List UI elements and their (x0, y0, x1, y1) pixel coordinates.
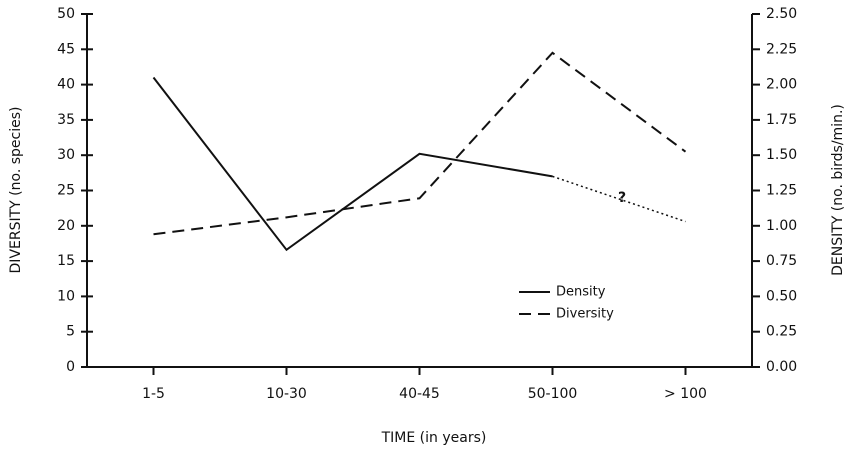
y-axis-label: DIVERSITY (no. species) (8, 107, 24, 274)
x-axis-label: TIME (in years) (381, 430, 487, 446)
legend-label: Density (556, 285, 606, 300)
y2-tick-label: 0.25 (766, 324, 797, 340)
y-tick-label: 5 (66, 324, 75, 340)
y2-tick-label: 0.00 (766, 359, 797, 375)
y-tick-label: 10 (57, 288, 75, 304)
y2-tick-label: 2.25 (766, 41, 797, 57)
y-tick-label: 15 (57, 253, 75, 269)
x-tick-label: 1-5 (142, 386, 165, 402)
y2-tick-label: 1.75 (766, 112, 797, 128)
x-tick-label: 10-30 (266, 386, 307, 402)
y2-tick-label: 0.75 (766, 253, 797, 269)
x-tick-label: > 100 (664, 386, 707, 402)
y-tick-label: 45 (57, 41, 75, 57)
y-tick-label: 25 (57, 183, 75, 199)
y-tick-label: 0 (66, 359, 75, 375)
y2-tick-label: 2.50 (766, 6, 797, 22)
line-0 (152, 76, 553, 252)
y2-tick-label: 2.00 (766, 77, 797, 93)
y-tick-label: 30 (57, 147, 75, 163)
x-tick-label: 50-100 (528, 386, 578, 402)
y2-tick-label: 0.50 (766, 288, 797, 304)
y-tick-label: 35 (57, 112, 75, 128)
y2-tick-label: 1.50 (766, 147, 797, 163)
y-tick-label: 40 (57, 77, 75, 93)
y2-tick-label: 1.00 (766, 218, 797, 234)
x-tick-label: 40-45 (399, 386, 440, 402)
y2-axis-label: DENSITY (no. birds/min.) (830, 104, 846, 276)
projected-line-0 (552, 175, 686, 223)
y-tick-label: 50 (57, 6, 75, 22)
annotation: ? (618, 190, 626, 206)
line-1 (153, 51, 687, 236)
y-tick-label: 20 (57, 218, 75, 234)
legend-label: Diversity (556, 307, 614, 322)
y2-tick-label: 1.25 (766, 183, 797, 199)
